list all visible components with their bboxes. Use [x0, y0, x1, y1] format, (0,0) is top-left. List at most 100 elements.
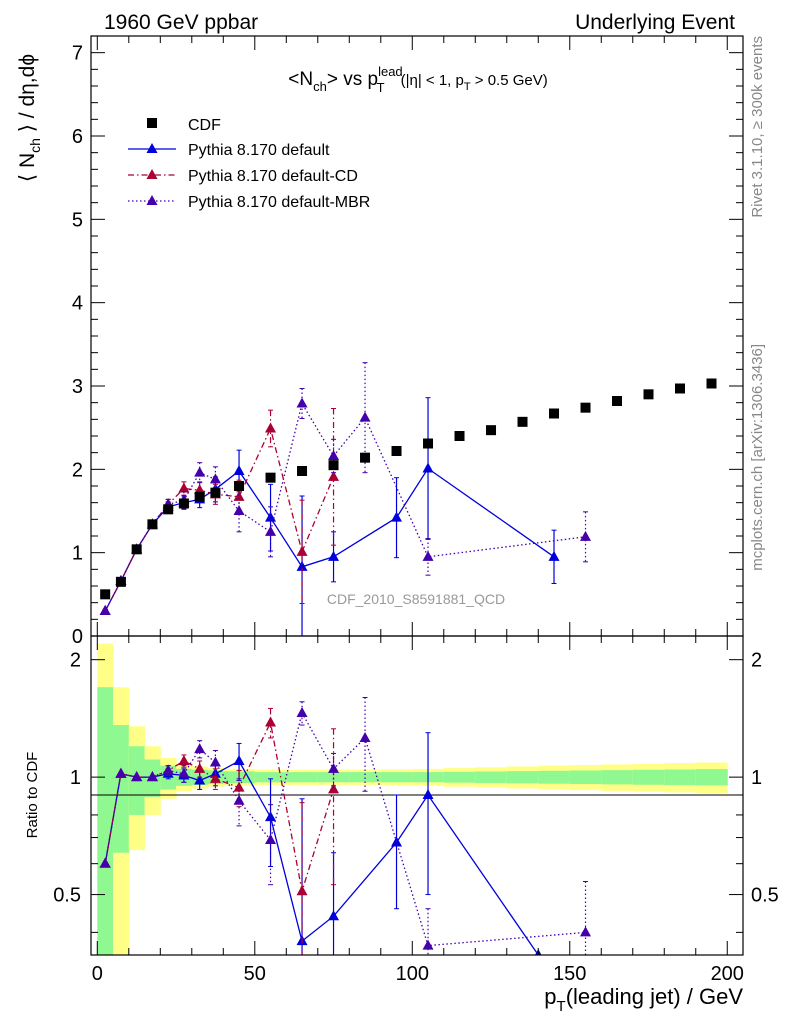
- x-tick-label: 100: [396, 963, 429, 985]
- band-green: [632, 769, 665, 785]
- main-marker-mbr: [580, 530, 592, 541]
- main-marker-mbr: [99, 605, 111, 615]
- main-marker-cdf: [131, 544, 142, 555]
- ratio-marker-cd: [178, 754, 190, 765]
- main-marker-cdf: [549, 408, 560, 419]
- band-green: [349, 772, 382, 783]
- ratio-ylabel: Ratio to CDF: [24, 752, 41, 839]
- band-green: [286, 772, 319, 783]
- main-marker-default: [296, 560, 308, 571]
- main-marker-cdf: [580, 402, 591, 413]
- header-right: Underlying Event: [575, 11, 735, 34]
- legend-label-cd: Pythia 8.170 default-CD: [188, 168, 358, 185]
- main-line-default: [104, 467, 555, 612]
- main-data: [99, 362, 717, 637]
- mcplots-label: mcplots.cern.ch [arXiv:1306.3436]: [749, 344, 766, 571]
- ratio-marker-default: [233, 754, 245, 765]
- legend-entry-mbr: Pythia 8.170 default-MBR: [128, 194, 370, 211]
- ratio-marker-mbr: [162, 764, 174, 775]
- main-marker-cd: [233, 490, 245, 501]
- main-marker-cdf: [178, 498, 189, 509]
- ratio-panel: 0.5 0.5 1 1 2 2 0 50 100 150 200 Ratio to CDF pT(l…: [24, 635, 779, 1015]
- ratio-marker-cd: [233, 781, 245, 792]
- ratio-y-tick-label-right: 1: [751, 767, 762, 789]
- main-title: <Nch> vs plead T (|η| < 1, pT > 0.5 GeV): [288, 64, 547, 95]
- main-marker-cd: [265, 422, 277, 433]
- y-tick-label: 6: [72, 126, 83, 148]
- band-green: [380, 772, 413, 783]
- main-marker-cdf: [360, 452, 371, 463]
- main-marker-cdf: [210, 487, 221, 498]
- ratio-marker-cd: [296, 885, 308, 896]
- main-marker-mbr: [233, 505, 245, 515]
- band-green: [254, 772, 287, 783]
- main-marker-default: [328, 550, 340, 561]
- main-panel: 0 1 2 3 4 5 6 7 <Nch> vs plead T (|η| < 1, pT > 0…: [16, 35, 744, 648]
- ratio-y-tick-label: 2: [70, 650, 81, 672]
- y-tick-label: 5: [72, 209, 83, 231]
- ratio-y-tick-label: 0.5: [53, 885, 81, 907]
- main-marker-cdf: [706, 378, 717, 389]
- ratio-y-tick-label-right: 2: [751, 650, 762, 672]
- main-marker-mbr: [422, 550, 434, 561]
- ratio-marker-default: [328, 910, 340, 921]
- ratio-marker-mbr: [115, 767, 127, 778]
- legend-marker-default: [146, 143, 158, 153]
- ratio-y-tick-label-right: 0.5: [751, 885, 779, 907]
- main-marker-cdf: [328, 460, 339, 471]
- ratio-line-mbr: [104, 711, 586, 947]
- main-axes: 0 1 2 3 4 5 6 7: [72, 35, 744, 648]
- y-tick-label: 0: [72, 626, 83, 648]
- main-marker-cd: [194, 484, 206, 495]
- ratio-data: [99, 696, 592, 955]
- band-green: [113, 725, 130, 853]
- band-green: [601, 770, 634, 785]
- main-marker-cdf: [100, 589, 111, 600]
- legend: CDF Pythia 8.170 default Pythia 8.170 de…: [128, 117, 370, 211]
- band-green: [538, 770, 571, 784]
- main-marker-default: [391, 511, 403, 522]
- band-green: [506, 771, 539, 784]
- ratio-marker-mbr: [233, 794, 245, 805]
- ratio-marker-mbr: [328, 762, 340, 773]
- ratio-marker-cd: [194, 762, 206, 773]
- main-marker-mbr: [328, 450, 340, 460]
- main-marker-mbr: [265, 525, 277, 536]
- legend-marker-mbr: [146, 195, 158, 205]
- ratio-marker-mbr: [580, 926, 592, 937]
- ratio-marker-mbr: [194, 743, 206, 754]
- x-tick-label: 150: [553, 963, 586, 985]
- ratio-marker-mbr: [265, 833, 277, 844]
- main-marker-cdf: [391, 446, 402, 456]
- legend-marker-cdf: [147, 118, 157, 128]
- main-marker-cdf: [486, 425, 497, 436]
- main-marker-default: [265, 511, 277, 522]
- band-green: [475, 771, 508, 783]
- ratio-marker-cd: [209, 772, 221, 783]
- main-marker-default: [233, 465, 245, 475]
- main-marker-cd: [328, 470, 340, 481]
- main-marker-cdf: [147, 519, 158, 530]
- y-tick-label: 1: [72, 543, 83, 565]
- main-marker-cd: [296, 545, 308, 556]
- ratio-bands: [97, 643, 728, 955]
- band-green: [569, 770, 602, 785]
- y-tick-label: 7: [72, 43, 83, 65]
- ratio-y-tick-label: 1: [70, 767, 81, 789]
- main-marker-cdf: [194, 491, 205, 502]
- main-marker-mbr: [359, 411, 371, 422]
- legend-entry-cd: Pythia 8.170 default-CD: [128, 168, 358, 185]
- main-ylabel: ⟨ Nch ⟩ / dη,dϕ: [16, 54, 43, 182]
- legend-label-mbr: Pythia 8.170 default-MBR: [188, 194, 370, 211]
- main-marker-cdf: [265, 472, 276, 483]
- legend-label-default: Pythia 8.170 default: [188, 142, 330, 159]
- main-marker-mbr: [209, 473, 221, 484]
- main-marker-cdf: [423, 438, 434, 449]
- main-marker-cdf: [612, 396, 623, 406]
- band-green: [317, 772, 350, 783]
- ratio-marker-default: [194, 774, 206, 785]
- ratio-marker-default: [422, 788, 434, 799]
- main-line-mbr: [104, 401, 586, 612]
- ratio-marker-default: [265, 811, 277, 822]
- legend-entry-default: Pythia 8.170 default: [128, 142, 330, 159]
